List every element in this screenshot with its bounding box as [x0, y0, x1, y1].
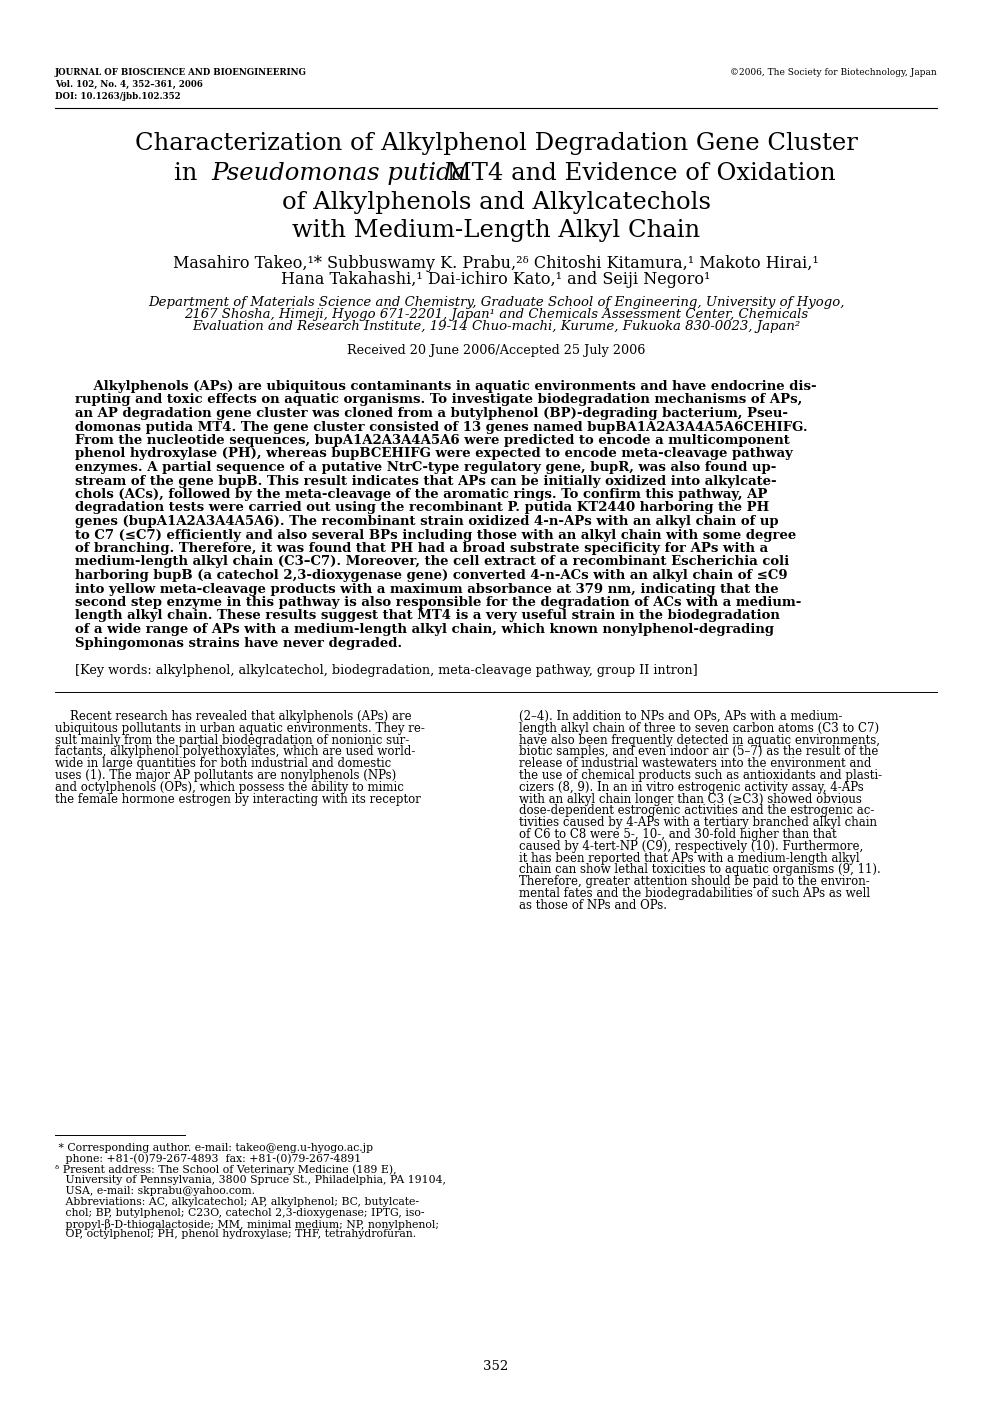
- Text: Hana Takahashi,¹ Dai-ichiro Kato,¹ and Seiji Negoro¹: Hana Takahashi,¹ Dai-ichiro Kato,¹ and S…: [282, 271, 710, 288]
- Text: with Medium-Length Alkyl Chain: with Medium-Length Alkyl Chain: [292, 219, 700, 241]
- Text: [Key words: alkylphenol, alkylcatechol, biodegradation, meta-cleavage pathway, g: [Key words: alkylphenol, alkylcatechol, …: [75, 664, 697, 678]
- Text: Recent research has revealed that alkylphenols (APs) are: Recent research has revealed that alkylp…: [55, 710, 412, 723]
- Text: length alkyl chain of three to seven carbon atoms (C3 to C7): length alkyl chain of three to seven car…: [519, 721, 879, 735]
- Text: the use of chemical products such as antioxidants and plasti-: the use of chemical products such as ant…: [519, 769, 882, 781]
- Text: Vol. 102, No. 4, 352–361, 2006: Vol. 102, No. 4, 352–361, 2006: [55, 80, 203, 88]
- Text: University of Pennsylvania, 3800 Spruce St., Philadelphia, PA 19104,: University of Pennsylvania, 3800 Spruce …: [55, 1176, 446, 1186]
- Text: with an alkyl chain longer than C3 (≥C3) showed obvious: with an alkyl chain longer than C3 (≥C3)…: [519, 793, 862, 805]
- Text: Pseudomonas putida: Pseudomonas putida: [211, 161, 466, 185]
- Text: Alkylphenols (APs) are ubiquitous contaminants in aquatic environments and have : Alkylphenols (APs) are ubiquitous contam…: [75, 380, 816, 393]
- Text: From the nucleotide sequences, bupA1A2A3A4A5A6 were predicted to encode a multic: From the nucleotide sequences, bupA1A2A3…: [75, 434, 790, 448]
- Text: release of industrial wastewaters into the environment and: release of industrial wastewaters into t…: [519, 758, 871, 770]
- Text: biotic samples, and even indoor air (5–7) as the result of the: biotic samples, and even indoor air (5–7…: [519, 745, 878, 759]
- Text: phenol hydroxylase (PH), whereas bupBCEHIFG were expected to encode meta-cleavag: phenol hydroxylase (PH), whereas bupBCEH…: [75, 448, 793, 460]
- Text: JOURNAL OF BIOSCIENCE AND BIOENGINEERING: JOURNAL OF BIOSCIENCE AND BIOENGINEERING: [55, 67, 307, 77]
- Text: MT4 and Evidence of Oxidation: MT4 and Evidence of Oxidation: [439, 161, 835, 185]
- Text: Therefore, greater attention should be paid to the environ-: Therefore, greater attention should be p…: [519, 875, 870, 888]
- Text: Department of Materials Science and Chemistry, Graduate School of Engineering, U: Department of Materials Science and Chem…: [148, 296, 844, 309]
- Text: medium-length alkyl chain (C3–C7). Moreover, the cell extract of a recombinant E: medium-length alkyl chain (C3–C7). Moreo…: [75, 556, 790, 568]
- Text: factants, alkylphenol polyethoxylates, which are used world-: factants, alkylphenol polyethoxylates, w…: [55, 745, 416, 759]
- Text: and octylphenols (OPs), which possess the ability to mimic: and octylphenols (OPs), which possess th…: [55, 781, 404, 794]
- Text: mental fates and the biodegradabilities of such APs as well: mental fates and the biodegradabilities …: [519, 887, 870, 899]
- Text: DOI: 10.1263/jbb.102.352: DOI: 10.1263/jbb.102.352: [55, 93, 181, 101]
- Text: USA, e-mail: skprabu@yahoo.com.: USA, e-mail: skprabu@yahoo.com.: [55, 1186, 255, 1197]
- Text: degradation tests were carried out using the recombinant P. putida KT2440 harbor: degradation tests were carried out using…: [75, 501, 769, 515]
- Text: * Corresponding author. e-mail: takeo@eng.u-hyogo.ac.jp: * Corresponding author. e-mail: takeo@en…: [55, 1143, 373, 1153]
- Text: it has been reported that APs with a medium-length alkyl: it has been reported that APs with a med…: [519, 852, 860, 864]
- Text: 352: 352: [483, 1360, 509, 1374]
- Text: Characterization of Alkylphenol Degradation Gene Cluster: Characterization of Alkylphenol Degradat…: [135, 132, 857, 154]
- Text: of branching. Therefore, it was found that PH had a broad substrate specificity : of branching. Therefore, it was found th…: [75, 542, 768, 556]
- Text: wide in large quantities for both industrial and domestic: wide in large quantities for both indust…: [55, 758, 391, 770]
- Text: (2–4). In addition to NPs and OPs, APs with a medium-: (2–4). In addition to NPs and OPs, APs w…: [519, 710, 842, 723]
- Text: in: in: [174, 161, 204, 185]
- Text: Masahiro Takeo,¹* Subbuswamy K. Prabu,²ᵟ Chitoshi Kitamura,¹ Makoto Hirai,¹: Masahiro Takeo,¹* Subbuswamy K. Prabu,²ᵟ…: [174, 255, 818, 272]
- Text: Received 20 June 2006/Accepted 25 July 2006: Received 20 June 2006/Accepted 25 July 2…: [347, 344, 645, 356]
- Text: rupting and toxic effects on aquatic organisms. To investigate biodegradation me: rupting and toxic effects on aquatic org…: [75, 393, 803, 407]
- Text: uses (1). The major AP pollutants are nonylphenols (NPs): uses (1). The major AP pollutants are no…: [55, 769, 396, 781]
- Text: 2167 Shosha, Himeji, Hyogo 671-2201, Japan¹ and Chemicals Assessment Center, Che: 2167 Shosha, Himeji, Hyogo 671-2201, Jap…: [184, 309, 808, 321]
- Text: dose-dependent estrogenic activities and the estrogenic ac-: dose-dependent estrogenic activities and…: [519, 804, 874, 818]
- Text: to C7 (≤C7) efficiently and also several BPs including those with an alkyl chain: to C7 (≤C7) efficiently and also several…: [75, 529, 797, 542]
- Text: have also been frequently detected in aquatic environments,: have also been frequently detected in aq…: [519, 734, 880, 746]
- Text: caused by 4-tert-NP (C9), respectively (10). Furthermore,: caused by 4-tert-NP (C9), respectively (…: [519, 840, 863, 853]
- Text: of Alkylphenols and Alkylcatechols: of Alkylphenols and Alkylcatechols: [282, 191, 710, 215]
- Text: into yellow meta-cleavage products with a maximum absorbance at 379 nm, indicati: into yellow meta-cleavage products with …: [75, 582, 779, 595]
- Text: an AP degradation gene cluster was cloned from a butylphenol (BP)-degrading bact: an AP degradation gene cluster was clone…: [75, 407, 788, 419]
- Text: sult mainly from the partial biodegradation of nonionic sur-: sult mainly from the partial biodegradat…: [55, 734, 410, 746]
- Text: Abbreviations: AC, alkylcatechol; AP, alkylphenol; BC, butylcate-: Abbreviations: AC, alkylcatechol; AP, al…: [55, 1197, 419, 1207]
- Text: ᵟ Present address: The School of Veterinary Medicine (189 E),: ᵟ Present address: The School of Veterin…: [55, 1164, 397, 1176]
- Text: in Pseudomonas putida MT4 and Evidence of Oxidation: in Pseudomonas putida MT4 and Evidence o…: [155, 161, 837, 185]
- Text: chols (ACs), followed by the meta-cleavage of the aromatic rings. To confirm thi: chols (ACs), followed by the meta-cleava…: [75, 488, 768, 501]
- Text: second step enzyme in this pathway is also responsible for the degradation of AC: second step enzyme in this pathway is al…: [75, 596, 802, 609]
- Text: chain can show lethal toxicities to aquatic organisms (9, 11).: chain can show lethal toxicities to aqua…: [519, 863, 881, 877]
- Text: of a wide range of APs with a medium-length alkyl chain, which known nonylphenol: of a wide range of APs with a medium-len…: [75, 623, 774, 636]
- Text: ubiquitous pollutants in urban aquatic environments. They re-: ubiquitous pollutants in urban aquatic e…: [55, 721, 425, 735]
- Text: genes (bupA1A2A3A4A5A6). The recombinant strain oxidized 4-n-APs with an alkyl c: genes (bupA1A2A3A4A5A6). The recombinant…: [75, 515, 779, 528]
- Text: phone: +81-(0)79-267-4893  fax: +81-(0)79-267-4891: phone: +81-(0)79-267-4893 fax: +81-(0)79…: [55, 1153, 361, 1164]
- Text: Sphingomonas strains have never degraded.: Sphingomonas strains have never degraded…: [75, 637, 402, 650]
- Text: stream of the gene bupB. This result indicates that APs can be initially oxidize: stream of the gene bupB. This result ind…: [75, 474, 777, 487]
- Text: of C6 to C8 were 5-, 10-, and 30-fold higher than that: of C6 to C8 were 5-, 10-, and 30-fold hi…: [519, 828, 836, 840]
- Text: cizers (8, 9). In an in vitro estrogenic activity assay, 4-APs: cizers (8, 9). In an in vitro estrogenic…: [519, 781, 864, 794]
- Text: domonas putida MT4. The gene cluster consisted of 13 genes named bupBA1A2A3A4A5A: domonas putida MT4. The gene cluster con…: [75, 421, 807, 434]
- Text: Evaluation and Research Institute, 19-14 Chuo-machi, Kurume, Fukuoka 830-0023, J: Evaluation and Research Institute, 19-14…: [191, 320, 801, 333]
- Text: enzymes. A partial sequence of a putative NtrC-type regulatory gene, bupR, was a: enzymes. A partial sequence of a putativ…: [75, 462, 777, 474]
- Text: chol; BP, butylphenol; C23O, catechol 2,3-dioxygenase; IPTG, iso-: chol; BP, butylphenol; C23O, catechol 2,…: [55, 1208, 425, 1218]
- Text: as those of NPs and OPs.: as those of NPs and OPs.: [519, 899, 667, 912]
- Text: harboring bupB (a catechol 2,3-dioxygenase gene) converted 4-n-ACs with an alkyl: harboring bupB (a catechol 2,3-dioxygena…: [75, 570, 788, 582]
- Text: ©2006, The Society for Biotechnology, Japan: ©2006, The Society for Biotechnology, Ja…: [730, 67, 937, 77]
- Text: tivities caused by 4-APs with a tertiary branched alkyl chain: tivities caused by 4-APs with a tertiary…: [519, 817, 877, 829]
- Text: the female hormone estrogen by interacting with its receptor: the female hormone estrogen by interacti…: [55, 793, 421, 805]
- Text: OP, octylphenol; PH, phenol hydroxylase; THF, tetrahydrofuran.: OP, octylphenol; PH, phenol hydroxylase;…: [55, 1229, 416, 1239]
- Text: length alkyl chain. These results suggest that MT4 is a very useful strain in th: length alkyl chain. These results sugges…: [75, 609, 780, 623]
- Text: propyl-β-D-thiogalactoside; MM, minimal medium; NP, nonylphenol;: propyl-β-D-thiogalactoside; MM, minimal …: [55, 1219, 439, 1229]
